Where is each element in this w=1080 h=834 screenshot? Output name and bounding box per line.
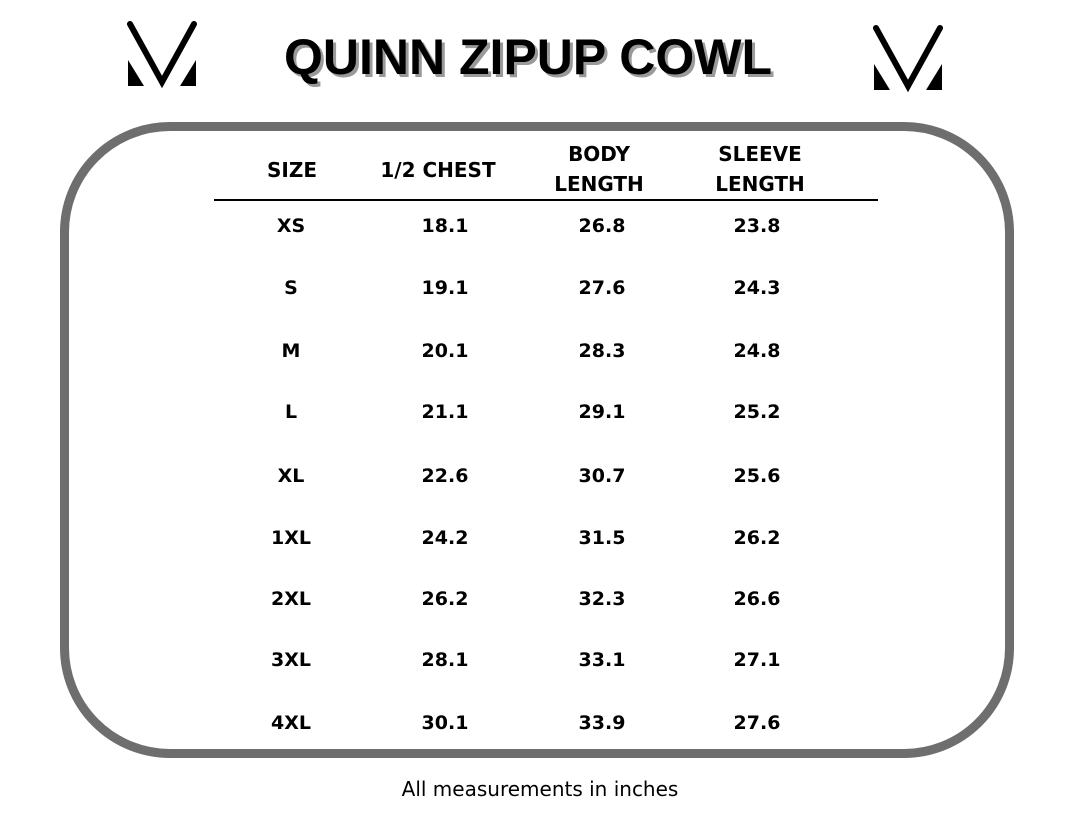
- header-sleeve-length: SLEEVE LENGTH: [715, 142, 805, 196]
- cell-size: 2XL: [271, 588, 311, 610]
- cell-half-chest: 21.1: [421, 401, 469, 423]
- header-body-length: BODY LENGTH: [554, 142, 644, 196]
- cell-body-length: 26.8: [578, 215, 626, 237]
- cell-body-length: 29.1: [578, 401, 626, 423]
- cell-sleeve-length: 25.6: [733, 465, 781, 487]
- cell-sleeve-length: 24.3: [733, 277, 781, 299]
- cell-sleeve-length: 26.6: [733, 588, 781, 610]
- cell-sleeve-length: 25.2: [733, 401, 781, 423]
- cell-body-length: 32.3: [578, 588, 626, 610]
- cell-size: 3XL: [271, 649, 311, 671]
- cell-sleeve-length: 23.8: [733, 215, 781, 237]
- cell-half-chest: 22.6: [421, 465, 469, 487]
- cell-body-length: 33.9: [578, 712, 626, 734]
- cell-size: XL: [277, 465, 305, 487]
- cell-size: 1XL: [271, 527, 311, 549]
- cell-size: XS: [276, 215, 306, 237]
- cell-body-length: 28.3: [578, 340, 626, 362]
- header-size: SIZE: [266, 158, 317, 182]
- cell-size: 4XL: [271, 712, 311, 734]
- cell-half-chest: 19.1: [421, 277, 469, 299]
- brand-logo-right: [873, 25, 943, 93]
- page-title: QUINN ZIPUP COWL: [284, 29, 772, 85]
- cell-body-length: 27.6: [578, 277, 626, 299]
- cell-sleeve-length: 27.6: [733, 712, 781, 734]
- cell-half-chest: 28.1: [421, 649, 469, 671]
- cell-sleeve-length: 26.2: [733, 527, 781, 549]
- cell-half-chest: 24.2: [421, 527, 469, 549]
- footnote: All measurements in inches: [401, 777, 679, 801]
- cell-size: M: [281, 340, 301, 362]
- cell-sleeve-length: 24.8: [733, 340, 781, 362]
- size-chart-frame: [60, 122, 1014, 758]
- cell-half-chest: 20.1: [421, 340, 469, 362]
- cell-half-chest: 18.1: [421, 215, 469, 237]
- cell-sleeve-length: 27.1: [733, 649, 781, 671]
- cell-size: L: [284, 401, 298, 423]
- header-divider: [214, 199, 878, 201]
- header-half-chest: 1/2 CHEST: [380, 158, 496, 182]
- cell-body-length: 31.5: [578, 527, 626, 549]
- cell-body-length: 30.7: [578, 465, 626, 487]
- brand-logo-left: [127, 21, 197, 89]
- cell-size: S: [284, 277, 298, 299]
- cell-half-chest: 26.2: [421, 588, 469, 610]
- cell-body-length: 33.1: [578, 649, 626, 671]
- cell-half-chest: 30.1: [421, 712, 469, 734]
